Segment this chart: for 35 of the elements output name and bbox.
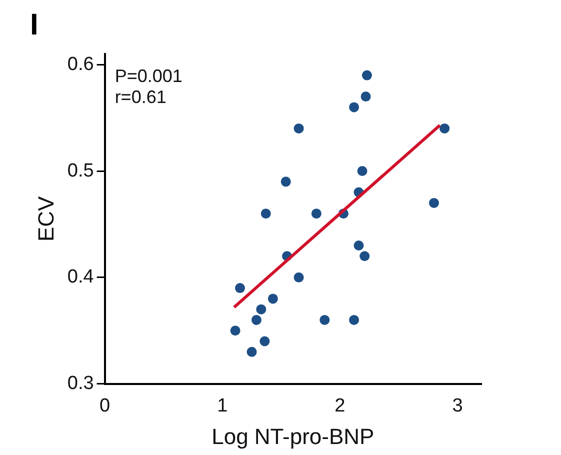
point	[440, 123, 450, 134]
y-tick-label: 0.6	[67, 54, 94, 75]
point	[349, 314, 360, 325]
point	[357, 166, 368, 176]
point	[311, 208, 322, 219]
y-tick-label: 0.5	[67, 160, 94, 182]
x-tick-label: 2	[334, 395, 346, 416]
point	[260, 336, 270, 346]
point	[320, 314, 330, 325]
x-tick-label: 0	[100, 395, 110, 416]
x-tick-label: 3	[452, 395, 463, 416]
point	[280, 176, 291, 187]
point	[349, 102, 360, 112]
point	[354, 240, 364, 250]
point	[360, 251, 370, 262]
x-tick-label: 1	[217, 395, 228, 416]
y-axis-title: ECV	[33, 196, 58, 242]
annotation: P=0.001	[114, 66, 182, 86]
point	[260, 208, 271, 219]
chart-title: I	[30, 8, 38, 42]
point	[230, 326, 240, 336]
point	[294, 272, 304, 282]
point	[246, 346, 257, 357]
point	[251, 314, 262, 325]
y-tick-label: 0.4	[67, 266, 94, 288]
point	[256, 304, 266, 314]
point	[294, 123, 304, 134]
annotation: r=0.61	[114, 86, 166, 107]
point	[235, 283, 246, 294]
point	[268, 294, 278, 304]
point	[362, 70, 372, 80]
point	[360, 92, 371, 102]
x-axis-title: Log NT-pro-BNP	[212, 424, 374, 449]
point	[428, 198, 439, 208]
y-tick-label: 0.3	[67, 373, 94, 394]
